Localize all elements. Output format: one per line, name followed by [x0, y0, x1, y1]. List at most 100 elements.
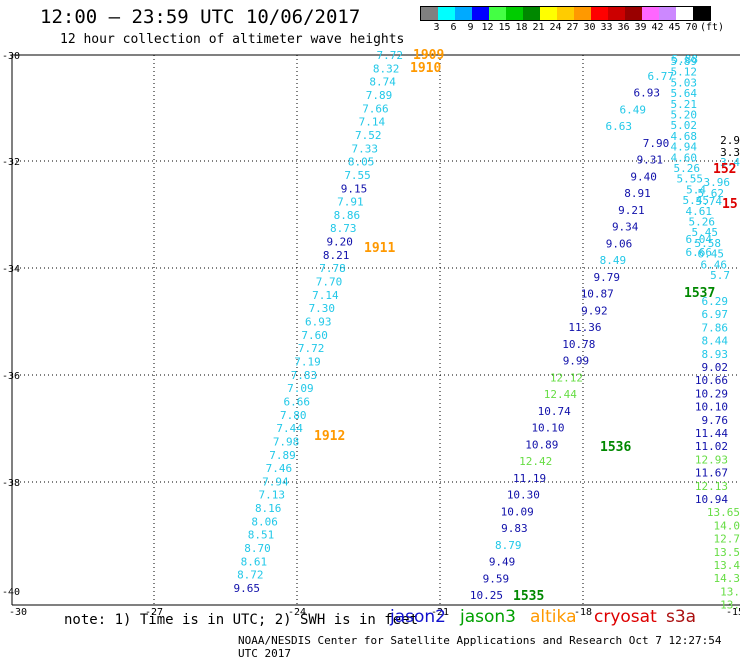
wave-height-label: 7.60 [301, 329, 328, 342]
wave-height-label: 13.4 [714, 559, 740, 572]
lat-tick-label: -30 [2, 51, 20, 62]
wave-height-label: 9.34 [612, 221, 639, 234]
wave-height-label: 6.66 [284, 395, 311, 408]
legend-jason3: jason3 [460, 607, 516, 627]
legend-s3a: s3a [666, 607, 696, 627]
lat-tick-label: -40 [2, 587, 20, 598]
wave-height-label: 6.97 [702, 308, 729, 321]
wave-height-label: 12.42 [519, 455, 552, 468]
wave-height-label: 10.74 [538, 405, 571, 418]
pass-time-label: 1910 [410, 61, 441, 76]
wave-height-label: 7.89 [366, 89, 393, 102]
wave-height-label: 8.86 [334, 209, 361, 222]
wave-height-label: 12.12 [550, 371, 583, 384]
pass-time-label: 1535 [513, 589, 544, 604]
legend-cryosat: cryosat [594, 607, 657, 627]
wave-height-label: 11.67 [695, 467, 728, 480]
wave-height-label: 13.5 [714, 546, 740, 559]
wave-height-label: 12.93 [695, 453, 728, 466]
wave-height-label: 7.90 [643, 137, 670, 150]
credit-line: NOAA/NESDIS Center for Satellite Applica… [238, 634, 740, 660]
wave-height-label: 6.93 [634, 87, 661, 100]
legend-altika: altika [530, 607, 577, 627]
lat-tick-label: -34 [2, 264, 20, 275]
wave-height-label: 9.15 [341, 182, 368, 195]
pass-time-label: 1912 [314, 429, 345, 444]
wave-height-label: 12.13 [695, 480, 728, 493]
wave-height-label: 9.76 [702, 414, 729, 427]
wave-height-label: 8.73 [330, 222, 357, 235]
wave-height-label: 7.78 [319, 262, 346, 275]
wave-height-label: 12.7 [714, 533, 740, 546]
wave-height-label: 13. [720, 585, 740, 598]
wave-height-label: 8.72 [237, 569, 264, 582]
wave-height-label: 7.66 [362, 102, 389, 115]
wave-height-label: 11.44 [695, 427, 728, 440]
wave-height-label: 10.94 [695, 493, 728, 506]
wave-height-label: 10.30 [507, 489, 540, 502]
wave-height-label: 7.72 [377, 49, 404, 62]
wave-height-label: 8.06 [251, 515, 278, 528]
wave-height-label: 8.51 [248, 529, 275, 542]
legend-jason2: jason2 [390, 607, 446, 627]
wave-height-label: 7.13 [259, 489, 286, 502]
wave-height-label: 14.0 [714, 519, 740, 532]
lat-tick-label: -38 [2, 478, 20, 489]
wave-height-label: 8.93 [702, 348, 729, 361]
wave-height-label: 8.44 [702, 335, 729, 348]
wave-height-label: 9.92 [581, 304, 608, 317]
wave-height-label: 9.20 [326, 236, 353, 249]
wave-height-label: 13.65 [707, 506, 740, 519]
wave-height-label: 9.99 [563, 355, 590, 368]
wave-height-label: 11.19 [513, 472, 546, 485]
wave-height-label: 6.93 [305, 316, 332, 329]
wave-height-label: 10.10 [531, 422, 564, 435]
lon-tick-label: -18 [574, 607, 592, 618]
wave-height-label: 9.06 [606, 237, 633, 250]
wave-height-label: 9.40 [630, 170, 657, 183]
wave-height-label: 9.31 [637, 154, 664, 167]
wave-height-label: 9.02 [702, 361, 729, 374]
wave-height-label: 10.09 [501, 505, 534, 518]
wave-height-label: 5.7 [710, 269, 730, 282]
wave-height-label: 8.32 [373, 62, 400, 75]
wave-height-label: 7.14 [359, 116, 386, 129]
footnote: note: 1) Time is in UTC; 2) SWH is in fe… [64, 612, 418, 628]
wave-height-label: 10.87 [581, 288, 614, 301]
wave-height-label: 7.46 [266, 462, 293, 475]
wave-height-label: 10.29 [695, 387, 728, 400]
wave-height-label: 9.79 [593, 271, 620, 284]
wave-height-label: 10.25 [470, 589, 503, 602]
lat-tick-label: -32 [2, 157, 20, 168]
wave-height-label: 9.65 [234, 582, 261, 595]
wave-height-label: 6.49 [620, 103, 647, 116]
wave-height-label: 9.49 [489, 556, 516, 569]
wave-height-label: 9.83 [501, 522, 528, 535]
pass-time-label: 152 [713, 162, 736, 177]
wave-height-label: 8.16 [255, 502, 282, 515]
pass-time-label: 15 [722, 197, 738, 212]
wave-height-label: 7.33 [351, 142, 378, 155]
wave-height-label: 6.66 [686, 246, 713, 259]
wave-height-label: 7.80 [280, 409, 307, 422]
wave-height-label: 11.36 [568, 321, 601, 334]
wave-height-label: 8.74 [369, 76, 396, 89]
wave-height-label: 8.91 [624, 187, 651, 200]
pass-time-label: 1911 [364, 241, 395, 256]
wave-height-label: 9.59 [483, 572, 510, 585]
wave-height-label: 7.44 [276, 422, 303, 435]
wave-height-label: 8.05 [348, 156, 375, 169]
wave-height-label: 14.3 [714, 572, 740, 585]
lon-tick-label: -30 [9, 607, 27, 618]
wave-height-label: 8.79 [495, 539, 522, 552]
wave-height-label: 7.09 [287, 382, 314, 395]
wave-height-label: 7.14 [312, 289, 339, 302]
wave-height-label: 6.63 [606, 120, 633, 133]
wave-height-label: 7.89 [269, 449, 296, 462]
pass-time-label: 1537 [684, 286, 715, 301]
wave-height-label: 8.61 [241, 555, 268, 568]
wave-height-label: 8.70 [244, 542, 271, 555]
wave-height-label: 5.74 [696, 195, 723, 208]
wave-height-label: 10.89 [525, 438, 558, 451]
wave-height-label: 7.91 [337, 196, 364, 209]
